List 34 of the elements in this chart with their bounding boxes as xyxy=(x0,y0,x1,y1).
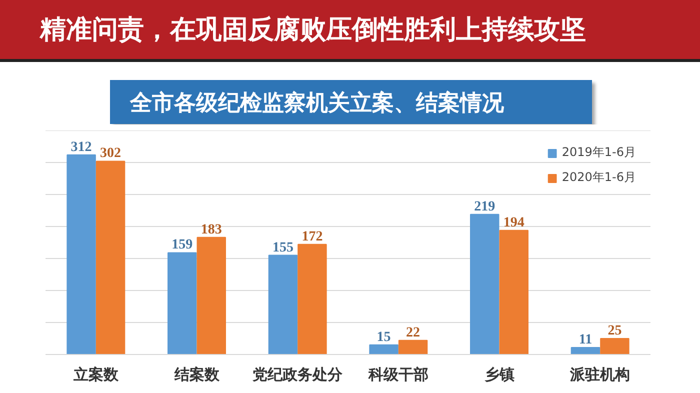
x-tick-label: 党纪政务处分 xyxy=(252,366,344,384)
legend-label: 2020年1-6月 xyxy=(562,169,636,186)
bar xyxy=(268,254,298,354)
data-label: 11 xyxy=(578,332,592,348)
x-tick-label: 立案数 xyxy=(72,366,120,384)
chart-subtitle: 全市各级纪检监察机关立案、结案情况 xyxy=(130,90,504,118)
data-label: 15 xyxy=(376,330,391,345)
data-label: 25 xyxy=(608,324,622,338)
bar xyxy=(298,244,327,354)
data-label: 219 xyxy=(474,199,496,214)
bar xyxy=(96,160,126,354)
bar xyxy=(470,214,500,354)
bar xyxy=(398,340,428,354)
bar xyxy=(168,252,197,354)
bar xyxy=(570,346,600,354)
bar xyxy=(600,338,630,354)
data-label: 159 xyxy=(172,238,193,253)
bar xyxy=(369,344,398,354)
x-tick-label: 科级干部 xyxy=(367,366,428,384)
x-tick-label: 结案数 xyxy=(173,366,220,384)
data-label: 183 xyxy=(200,222,222,238)
legend-label: 2019年1-6月 xyxy=(562,144,636,161)
data-label: 312 xyxy=(70,140,92,155)
data-label: 155 xyxy=(272,240,294,256)
data-label: 302 xyxy=(100,146,122,162)
bar xyxy=(196,236,226,354)
data-label: 22 xyxy=(406,325,420,340)
data-label: 194 xyxy=(503,215,524,230)
bar xyxy=(499,230,528,354)
x-tick-label: 派驻机构 xyxy=(569,366,630,384)
chart-title: 精准问责，在巩固反腐败压倒性胜利上持续攻坚 xyxy=(40,14,586,47)
bar xyxy=(66,154,96,354)
data-label: 172 xyxy=(302,229,323,244)
x-tick-label: 乡镇 xyxy=(484,366,514,384)
